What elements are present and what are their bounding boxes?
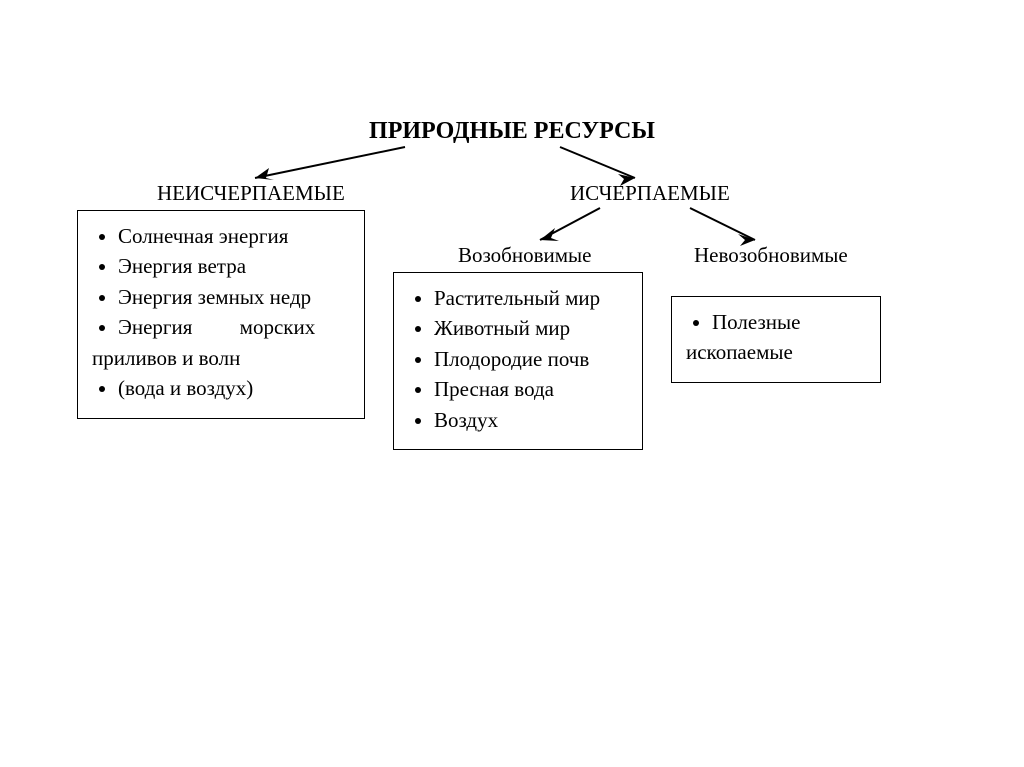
list-item: Животный мир [434, 313, 628, 343]
label-exhaustible: ИСЧЕРПАЕМЫЕ [570, 181, 730, 206]
list-renewable: Растительный мир Животный мир Плодородие… [408, 283, 628, 435]
list-item: Солнечная энергия [118, 221, 350, 251]
box-renewable: Растительный мир Животный мир Плодородие… [393, 272, 643, 450]
list-item-wrap: приливов и волн [92, 343, 350, 373]
list-item: Пресная вода [434, 374, 628, 404]
list-nonrenewable: Полезные ископаемые [686, 307, 866, 368]
box-inexhaustible: Солнечная энергия Энергия ветра Энергия … [77, 210, 365, 419]
diagram-root: ПРИРОДНЫЕ РЕСУРСЫ НЕИСЧЕРПАЕМЫЕ Солнечна… [0, 0, 1024, 767]
diagram-title: ПРИРОДНЫЕ РЕСУРСЫ [0, 118, 1024, 145]
list-item: Воздух [434, 405, 628, 435]
list-item: Энергия земных недр [118, 282, 350, 312]
list-item: Энергия ветра [118, 251, 350, 281]
list-item: (вода и воздух) [118, 373, 350, 403]
list-item-wrap: ископаемые [686, 337, 866, 367]
list-inexhaustible: Солнечная энергия Энергия ветра Энергия … [92, 221, 350, 404]
label-nonrenewable: Невозобновимые [694, 243, 848, 268]
list-item-text: Энергия морских [118, 315, 315, 339]
list-item: Энергия морских [118, 312, 350, 342]
label-inexhaustible: НЕИСЧЕРПАЕМЫЕ [157, 181, 345, 206]
list-item: Растительный мир [434, 283, 628, 313]
box-nonrenewable: Полезные ископаемые [671, 296, 881, 383]
label-renewable: Возобновимые [458, 243, 591, 268]
list-item: Плодородие почв [434, 344, 628, 374]
list-item-text: Полезные [712, 310, 800, 334]
list-item: Полезные [712, 307, 866, 337]
